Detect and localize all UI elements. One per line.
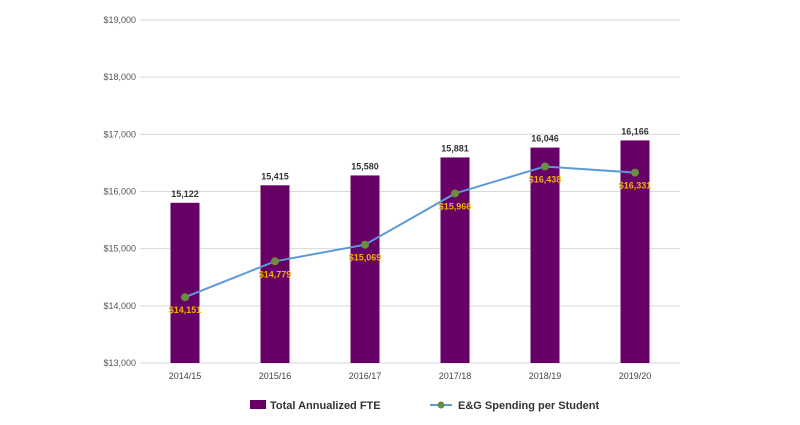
y-tick-label: $18,000 — [103, 72, 136, 82]
x-tick-label: 2014/15 — [169, 371, 202, 381]
x-tick-label: 2018/19 — [529, 371, 562, 381]
y-tick-label: $15,000 — [103, 244, 136, 254]
spending-line: $14,151 $14,779 $15,069 $15,966 $16,438 $16,3… — [169, 162, 652, 315]
fte-bar — [170, 202, 200, 363]
fte-data-label: 15,580 — [351, 161, 379, 171]
spending-data-label: $16,331 — [619, 181, 652, 191]
fte-data-label: 15,415 — [261, 171, 289, 181]
fte-bar — [620, 140, 650, 363]
fte-bars: 15,122 15,415 15,580 15,881 16,046 16,166 — [170, 126, 650, 363]
x-tick-label: 2019/20 — [619, 371, 652, 381]
fte-bar — [260, 185, 290, 363]
legend-fte-swatch — [250, 400, 266, 409]
spending-data-label: $14,779 — [259, 269, 292, 279]
legend-spending-label: E&G Spending per Student — [458, 400, 600, 412]
fte-bar — [530, 147, 560, 363]
x-tick-label: 2016/17 — [349, 371, 382, 381]
y-tick-label: $17,000 — [103, 129, 136, 139]
fte-data-label: 16,166 — [621, 126, 649, 136]
spending-data-label: $14,151 — [169, 305, 202, 315]
spending-point — [181, 293, 189, 302]
spending-data-label: $16,438 — [529, 174, 562, 184]
x-tick-label: 2015/16 — [259, 371, 292, 381]
spending-data-label: $15,966 — [439, 201, 472, 211]
spending-point — [271, 257, 279, 266]
y-axis: $13,000 $14,000 $15,000 $16,000 $17,000 $18,0… — [103, 15, 136, 368]
spending-data-label: $15,069 — [349, 253, 382, 263]
x-tick-label: 2017/18 — [439, 371, 472, 381]
y-tick-label: $14,000 — [103, 301, 136, 311]
fte-data-label: 16,046 — [531, 134, 559, 144]
legend: Total Annualized FTE E&G Spending per St… — [250, 400, 600, 412]
fte-bar — [350, 175, 380, 363]
y-tick-label: $13,000 — [103, 358, 136, 368]
fte-bar — [440, 157, 470, 363]
legend-spending-marker-swatch — [437, 401, 445, 409]
legend-fte-label: Total Annualized FTE — [270, 400, 381, 412]
spending-point — [541, 162, 549, 171]
y-tick-label: $19,000 — [103, 15, 136, 25]
fte-data-label: 15,122 — [171, 189, 199, 199]
spending-point — [451, 189, 459, 198]
spending-line-path — [184, 165, 636, 299]
fte-data-label: 15,881 — [441, 143, 469, 153]
gridlines — [140, 19, 680, 364]
spending-point — [631, 168, 639, 177]
y-tick-label: $16,000 — [103, 187, 136, 197]
spending-point — [361, 240, 369, 249]
x-axis: 2014/15 2015/16 2016/17 2017/18 2018/19 2019/… — [169, 371, 652, 381]
